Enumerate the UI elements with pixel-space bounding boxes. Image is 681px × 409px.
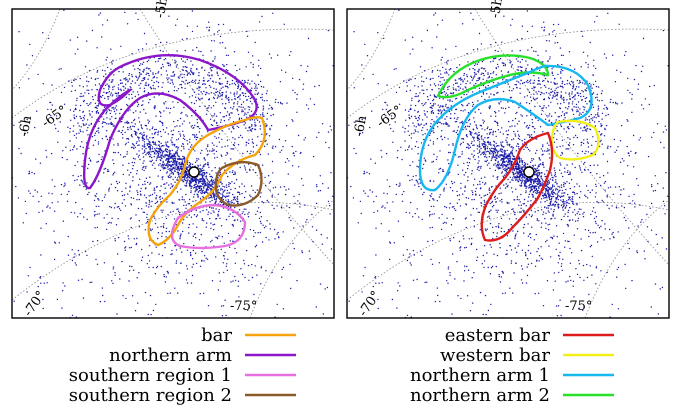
legend-item: western bar <box>440 345 614 366</box>
right-label-top: -5h <box>488 0 507 19</box>
left-label-ra6: -6h <box>17 114 36 138</box>
right-frame <box>346 8 670 319</box>
legend-item: eastern bar <box>445 325 614 346</box>
right-contours <box>418 54 600 242</box>
right-label-ra6: -6h <box>352 114 371 138</box>
legend-left: bar northern arm southern region 1 south… <box>69 325 296 406</box>
right-label-dec75: -75° <box>565 299 592 314</box>
contour-northern-arm-2 <box>436 54 550 99</box>
legend-item: bar <box>201 325 296 346</box>
legend-label: southern region 1 <box>69 365 232 386</box>
legend-item: southern region 1 <box>69 365 296 386</box>
contour-southern-region-2 <box>214 160 263 207</box>
contour-northern-arm-1 <box>418 64 593 192</box>
legend-label: western bar <box>440 345 550 366</box>
legend-label: northern arm 1 <box>410 365 550 386</box>
right-panel: -5h -65° -6h -70° -75° <box>346 0 670 320</box>
right-star-field <box>347 9 669 318</box>
contour-western-bar <box>550 119 600 161</box>
legend-label: northern arm <box>109 345 232 366</box>
contour-bar <box>147 116 266 247</box>
left-panel: -5h -65° -6h -70° -75° <box>11 0 335 320</box>
left-center-marker <box>188 166 200 178</box>
right-grid <box>347 9 669 318</box>
legend-item: northern arm 2 <box>410 385 614 406</box>
legend-item: northern arm <box>109 345 296 366</box>
left-label-dec75: -75° <box>230 299 257 314</box>
legend-label: southern region 2 <box>69 385 232 406</box>
left-grid <box>12 9 334 318</box>
contour-northern-arm <box>82 54 258 190</box>
right-label-dec65: -65° <box>374 103 405 131</box>
legend-label: bar <box>201 325 232 346</box>
legend-label: northern arm 2 <box>410 385 550 406</box>
left-label-top: -5h <box>153 0 172 19</box>
left-label-dec70: -70° <box>21 288 49 319</box>
legend-right: eastern bar western bar northern arm 1 n… <box>410 325 614 406</box>
right-center-marker <box>523 166 535 178</box>
contour-southern-region-1 <box>170 203 247 250</box>
left-frame <box>11 8 335 319</box>
contour-eastern-bar <box>480 131 554 242</box>
right-label-dec70: -70° <box>356 288 384 319</box>
legend-item: southern region 2 <box>69 385 296 406</box>
legend-label: eastern bar <box>445 325 551 346</box>
left-label-dec65: -65° <box>39 103 70 131</box>
legend-item: northern arm 1 <box>410 365 614 386</box>
left-contours <box>82 54 266 250</box>
